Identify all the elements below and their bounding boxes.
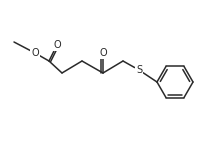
Text: O: O bbox=[99, 48, 107, 58]
Text: O: O bbox=[31, 48, 39, 58]
Text: S: S bbox=[136, 65, 142, 75]
Text: O: O bbox=[53, 40, 61, 50]
